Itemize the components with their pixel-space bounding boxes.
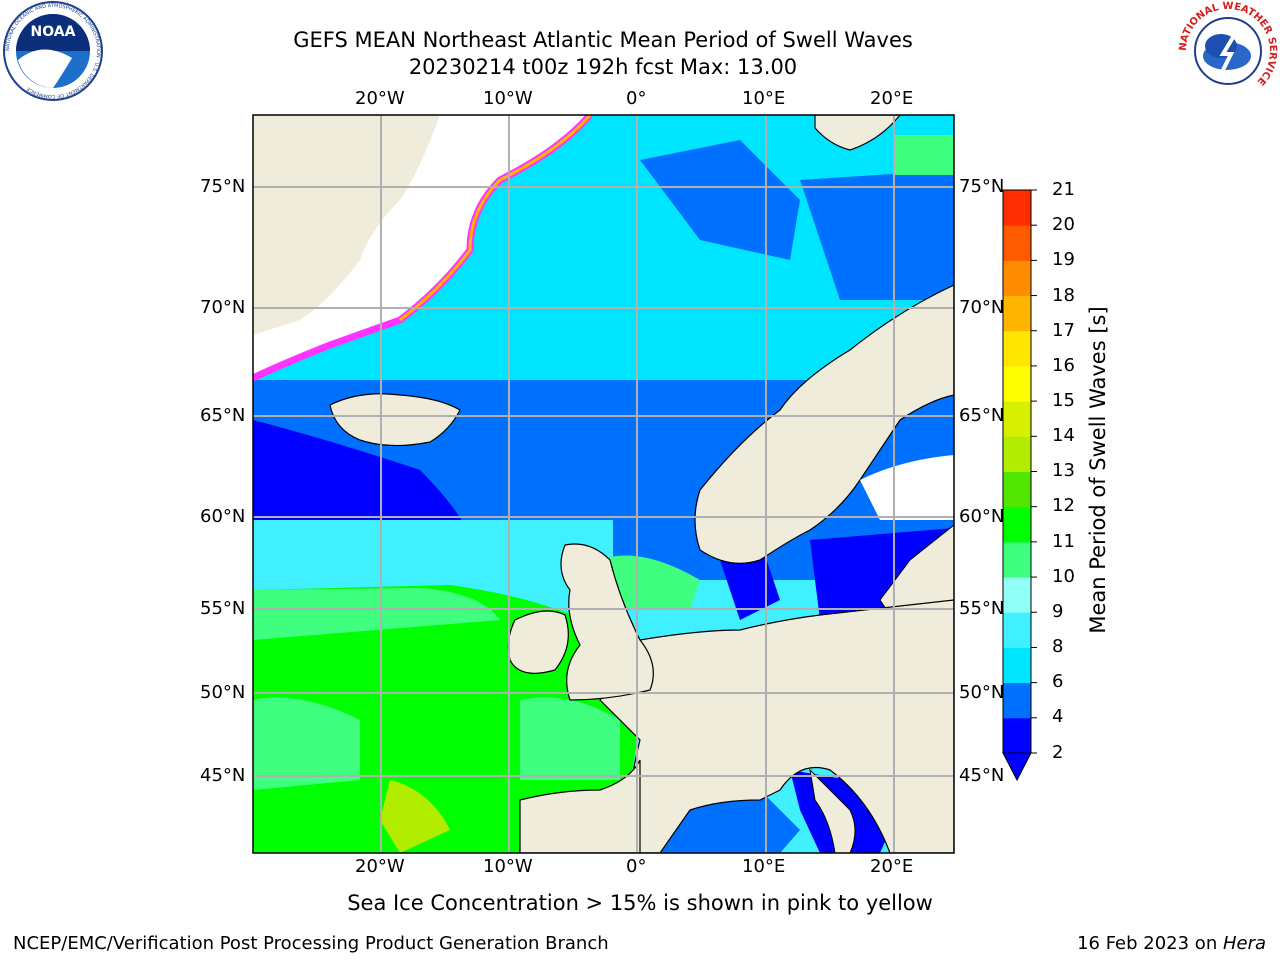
colorbar-segment: [1003, 295, 1031, 332]
colorbar-segment: [1003, 190, 1031, 226]
lat-label-right: 50°N: [959, 682, 1005, 703]
colorbar-tick-label: 16: [1052, 355, 1075, 376]
colorbar-segment: [1003, 365, 1031, 402]
iceland-land: [329, 393, 461, 447]
colorbar-tick-label: 8: [1052, 636, 1064, 657]
colorbar-segment: [1003, 612, 1031, 648]
colorbar-tick-label: 17: [1052, 320, 1075, 341]
colorbar-title: Mean Period of Swell Waves [s]: [1086, 306, 1110, 634]
colorbar-segment: [1003, 225, 1031, 261]
colorbar-tick-label: 10: [1052, 566, 1075, 587]
lat-label-left: 65°N: [200, 405, 246, 426]
footer-credit: NCEP/EMC/Verification Post Processing Pr…: [13, 933, 609, 954]
colorbar-segment: [1003, 717, 1031, 754]
lat-label-left: 50°N: [200, 682, 246, 703]
colorbar: [1002, 189, 1037, 782]
colorbar-segment: [1003, 471, 1031, 508]
footer-host: Hera: [1222, 933, 1266, 954]
colorbar-tick-label: 6: [1052, 671, 1064, 692]
footer-date-text: 16 Feb 2023 on: [1077, 933, 1223, 954]
lat-label-right: 75°N: [959, 176, 1005, 197]
colorbar-under-arrow: [1002, 752, 1032, 782]
colorbar-segment: [1003, 647, 1031, 684]
lon-label-bottom: 10°W: [483, 856, 533, 877]
lat-label-right: 65°N: [959, 405, 1005, 426]
colorbar-segment: [1003, 260, 1031, 297]
lon-label-bottom: 20°W: [355, 856, 405, 877]
lat-label-right: 60°N: [959, 506, 1005, 527]
colorbar-segment: [1003, 577, 1031, 613]
map-subtitle: 20230214 t00z 192h fcst Max: 13.00: [408, 55, 798, 79]
lon-label-top: 0°: [626, 88, 647, 109]
map-title: GEFS MEAN Northeast Atlantic Mean Period…: [293, 28, 913, 52]
colorbar-segment: [1003, 436, 1031, 472]
lat-label-right: 70°N: [959, 297, 1005, 318]
greenland-land: [253, 115, 440, 335]
lon-label-bottom: 0°: [626, 856, 647, 877]
lat-label-right: 45°N: [959, 765, 1005, 786]
colorbar-tick-label: 18: [1052, 285, 1075, 306]
lat-label-left: 70°N: [200, 297, 246, 318]
colorbar-segment: [1003, 541, 1031, 578]
lon-label-top: 10°E: [742, 88, 786, 109]
colorbar-tick-label: 15: [1052, 390, 1075, 411]
graticule: [253, 115, 954, 853]
lon-label-top: 20°W: [355, 88, 405, 109]
colorbar-tick-label: 2: [1052, 742, 1064, 763]
map-frame: [252, 114, 955, 854]
ireland-land: [507, 610, 569, 674]
colorbar-tick-label: 4: [1052, 706, 1064, 727]
lon-label-bottom: 20°E: [870, 856, 914, 877]
lat-label-left: 55°N: [200, 598, 246, 619]
iberia-land: [519, 759, 641, 853]
colorbar-tick-label: 14: [1052, 425, 1075, 446]
footer-date: 16 Feb 2023 on Hera: [1077, 933, 1266, 954]
colorbar-tick-label: 11: [1052, 531, 1075, 552]
lon-label-top: 10°W: [483, 88, 533, 109]
colorbar-tick-label: 19: [1052, 249, 1075, 270]
sea-ice-caption: Sea Ice Concentration > 15% is shown in …: [347, 891, 933, 915]
colorbar-tick-label: 21: [1052, 179, 1075, 200]
colorbar-tick-label: 13: [1052, 460, 1075, 481]
great-britain-land: [560, 543, 654, 701]
colorbar-segment: [1003, 401, 1031, 437]
colorbar-tick-label: 12: [1052, 495, 1075, 516]
lat-label-right: 55°N: [959, 598, 1005, 619]
lat-label-left: 75°N: [200, 176, 246, 197]
lon-label-bottom: 10°E: [742, 856, 786, 877]
noaa-wordmark: NOAA: [31, 24, 76, 40]
lon-label-top: 20°E: [870, 88, 914, 109]
nws-logo: NATIONAL WEATHER SERVICE: [1178, 1, 1278, 100]
lat-label-left: 60°N: [200, 506, 246, 527]
lat-label-left: 45°N: [200, 765, 246, 786]
europe-land: [599, 599, 954, 853]
colorbar-tick-label: 9: [1052, 601, 1064, 622]
scandinavia-land: [694, 284, 954, 564]
noaa-logo: NOAA NATIONAL OCEANIC AND ATMOSPHERIC AD…: [3, 1, 103, 101]
colorbar-tick-label: 20: [1052, 214, 1075, 235]
colorbar-segment: [1003, 506, 1031, 543]
colorbar-segment: [1003, 682, 1031, 719]
colorbar-segment: [1003, 330, 1031, 367]
